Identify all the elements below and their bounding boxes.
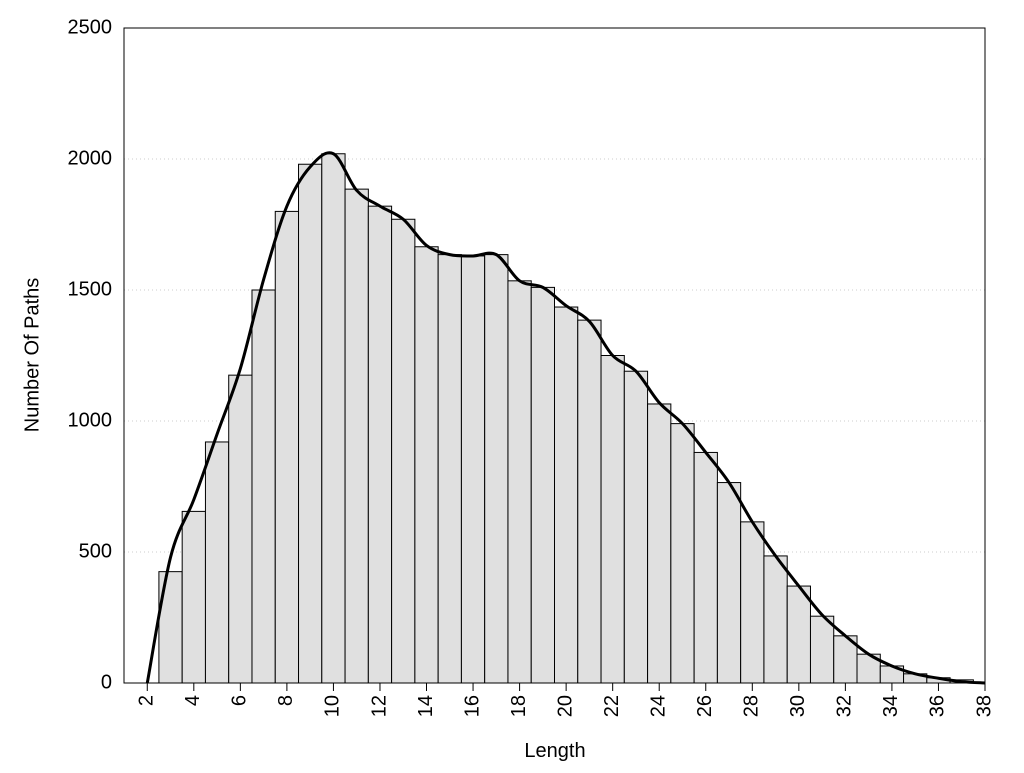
- x-tick-label: 32: [834, 695, 856, 717]
- bar: [158, 571, 183, 684]
- bar: [367, 205, 393, 684]
- x-tick-label: 16: [461, 695, 483, 717]
- bar: [530, 286, 556, 684]
- x-tick-label: 6: [229, 695, 251, 706]
- bar: [763, 555, 788, 684]
- bar: [623, 370, 649, 684]
- y-tick-label: 500: [79, 540, 112, 562]
- x-tick-label: 28: [741, 695, 763, 717]
- y-tick-label: 0: [101, 671, 112, 693]
- bar: [507, 280, 532, 684]
- x-tick-label: 20: [554, 695, 576, 717]
- x-tick-label: 14: [415, 695, 437, 717]
- x-tick-label: 18: [508, 695, 530, 717]
- bar: [228, 374, 253, 684]
- x-tick-label: 26: [694, 695, 716, 717]
- y-tick-label: 2500: [68, 16, 113, 38]
- bar: [321, 153, 346, 684]
- bar: [484, 254, 509, 684]
- bar: [809, 615, 835, 684]
- bar: [181, 510, 206, 684]
- bar: [577, 319, 602, 684]
- x-tick-label: 24: [647, 695, 669, 717]
- bar: [600, 355, 625, 684]
- density-curve: [145, 151, 986, 685]
- x-axis-label: Length: [524, 740, 585, 762]
- bar: [414, 246, 439, 684]
- x-tick-label: 12: [368, 695, 390, 717]
- x-tick-label: 22: [601, 695, 623, 717]
- bar: [344, 188, 369, 684]
- bar: [670, 423, 695, 684]
- bar: [647, 403, 672, 684]
- x-tick-label: 4: [182, 695, 204, 706]
- x-tick-label: 10: [322, 695, 344, 717]
- bar: [437, 254, 462, 684]
- plot-frame: [123, 27, 986, 684]
- bar: [274, 210, 300, 684]
- bar: [554, 306, 579, 684]
- y-tick-label: 2000: [68, 147, 113, 169]
- x-tick-label: 30: [787, 695, 809, 717]
- x-tick-label: 2: [136, 695, 158, 706]
- bar: [740, 521, 765, 684]
- bar: [716, 482, 742, 684]
- x-tick-label: 34: [880, 695, 902, 717]
- x-tick-label: 8: [275, 695, 297, 706]
- bar: [693, 451, 718, 684]
- bar: [251, 289, 276, 684]
- bar: [786, 585, 811, 684]
- y-tick-label: 1500: [68, 278, 113, 300]
- bar: [298, 163, 323, 684]
- x-tick-label: 38: [973, 695, 995, 717]
- bar: [460, 255, 486, 684]
- y-axis-label: Number Of Paths: [21, 278, 43, 433]
- bar: [391, 218, 416, 684]
- bar: [204, 441, 230, 684]
- y-tick-label: 1000: [68, 409, 113, 431]
- x-tick-label: 36: [927, 695, 949, 717]
